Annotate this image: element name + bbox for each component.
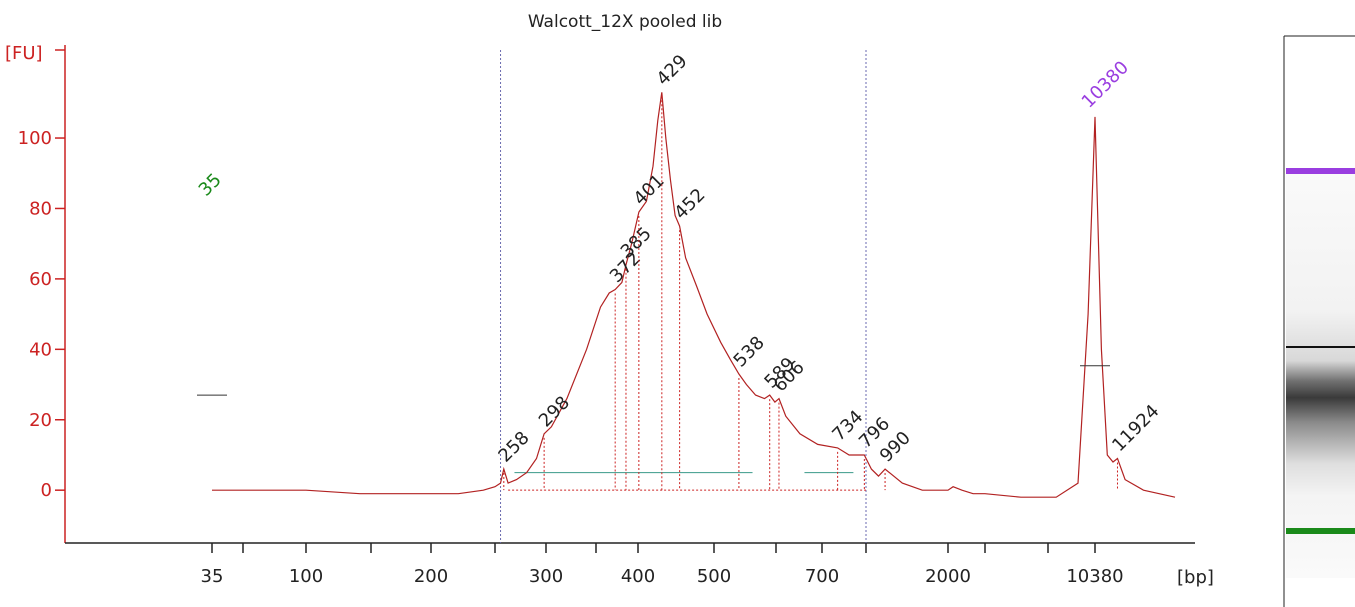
- x-tick-label: 35: [201, 566, 224, 587]
- x-tick-label: 10380: [1066, 566, 1123, 587]
- gel-sample-band: [1286, 346, 1355, 348]
- x-tick-label: 500: [697, 566, 731, 587]
- gel-lane: [1283, 35, 1355, 607]
- y-tick-label: 40: [29, 339, 52, 360]
- marker-label: 35: [195, 169, 226, 200]
- y-tick-label: 20: [29, 410, 52, 431]
- trace: [212, 92, 1176, 498]
- y-tick-label: 100: [18, 128, 52, 149]
- region-lines: [500, 50, 867, 543]
- y-tick-label: 80: [29, 198, 52, 219]
- chart-title: Walcott_12X pooled lib: [528, 12, 722, 32]
- gel-upper-marker-band: [1286, 168, 1355, 174]
- peak-label: 258: [494, 427, 533, 466]
- x-tick-label: 100: [289, 566, 323, 587]
- x-tick-label: 2000: [925, 566, 971, 587]
- ticks: 0 20 40 60 80 100 35 100 200 300 400 500 700 2000 1038…: [18, 49, 1124, 587]
- trace-line: [212, 92, 1176, 498]
- gel-lane-band: [1286, 168, 1355, 578]
- x-tick-label: 400: [621, 566, 655, 587]
- peak-label: 538: [730, 332, 769, 371]
- y-tick-label: 60: [29, 269, 52, 290]
- x-tick-label: 300: [529, 566, 563, 587]
- gel-lower-marker-band: [1286, 528, 1355, 534]
- axes: [64, 45, 1195, 544]
- x-tick-label: 700: [805, 566, 839, 587]
- x-axis-label: [bp]: [1177, 567, 1214, 588]
- marker-label: 10380: [1078, 57, 1133, 112]
- peak-label: 11924: [1108, 401, 1163, 456]
- y-axis-label: [FU]: [5, 43, 43, 64]
- peak-label: 298: [535, 392, 574, 431]
- x-tick-label: 200: [414, 566, 448, 587]
- y-tick-label: 0: [41, 480, 52, 501]
- peak-label: 429: [653, 51, 692, 90]
- peak-label: 401: [630, 170, 669, 209]
